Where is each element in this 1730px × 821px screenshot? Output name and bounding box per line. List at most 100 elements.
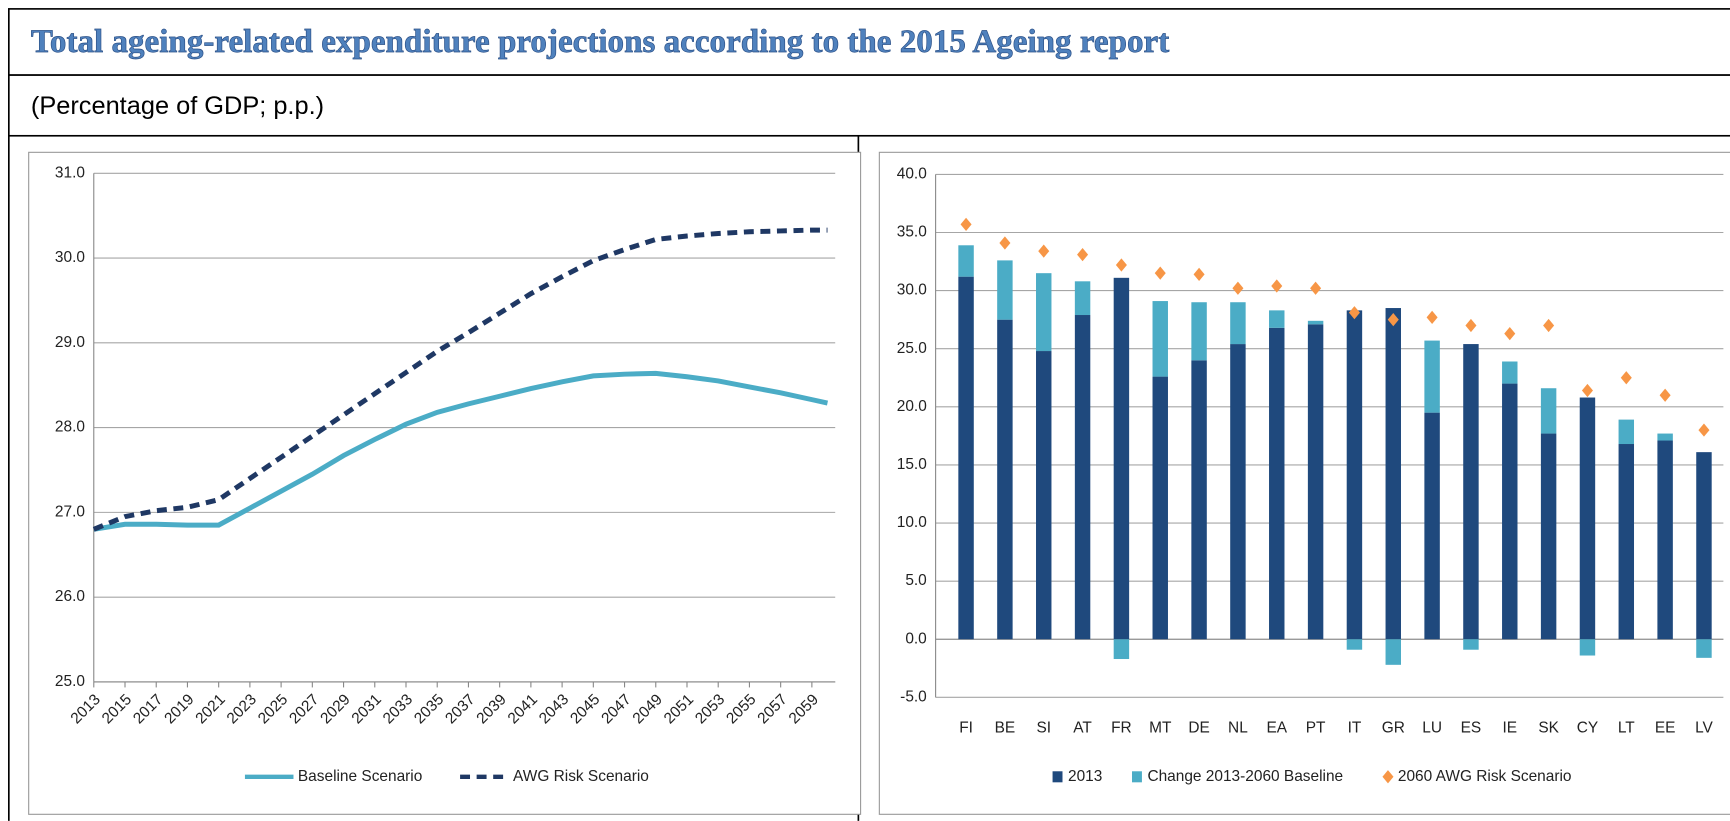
diamond-marker bbox=[999, 236, 1011, 250]
y-tick-label: -5.0 bbox=[900, 688, 927, 705]
x-tick-label: LU bbox=[1422, 719, 1442, 736]
bar bbox=[1540, 388, 1557, 434]
x-tick-label: IE bbox=[1502, 719, 1517, 736]
x-tick-label: LV bbox=[1695, 719, 1713, 736]
bar bbox=[1074, 315, 1091, 640]
bar bbox=[1113, 277, 1130, 640]
legend-label: Baseline Scenario bbox=[298, 768, 422, 785]
bar bbox=[1618, 444, 1635, 640]
bar bbox=[1346, 639, 1363, 650]
title: Total ageing-related expenditure project… bbox=[31, 24, 1169, 60]
bar bbox=[1036, 351, 1052, 640]
diamond-marker bbox=[1077, 247, 1089, 262]
diamond-marker bbox=[1038, 244, 1050, 258]
title-box bbox=[7, 8, 1730, 76]
y-tick-label: 30.0 bbox=[897, 282, 927, 299]
bar bbox=[997, 319, 1013, 640]
bar bbox=[1113, 639, 1130, 660]
diamond-marker bbox=[1620, 371, 1632, 385]
x-tick-label: EA bbox=[1266, 719, 1287, 736]
x-tick-label: EE bbox=[1655, 719, 1676, 736]
bar bbox=[1618, 419, 1635, 445]
diamond-marker bbox=[1232, 281, 1244, 295]
bar bbox=[1579, 397, 1596, 640]
x-tick-label: MT bbox=[1149, 719, 1172, 736]
bar bbox=[1463, 344, 1479, 640]
y-tick-label: 30.0 bbox=[55, 249, 85, 266]
bar bbox=[1152, 376, 1168, 640]
y-tick-label: 28.0 bbox=[55, 419, 85, 436]
bar bbox=[1696, 452, 1712, 640]
x-tick-label: DE bbox=[1188, 719, 1209, 736]
legend-label: Change 2013-2060 Baseline bbox=[1147, 768, 1343, 785]
bar bbox=[1579, 639, 1596, 656]
bar bbox=[1424, 340, 1440, 413]
x-tick-label: ES bbox=[1461, 719, 1482, 736]
y-tick-label: 10.0 bbox=[897, 514, 927, 531]
legend-label: 2060 AWG Risk Scenario bbox=[1398, 768, 1572, 785]
diamond-marker bbox=[1543, 318, 1555, 333]
bar bbox=[997, 260, 1013, 320]
subtitle: (Percentage of GDP; p.p.) bbox=[31, 92, 324, 120]
bar bbox=[1346, 310, 1363, 640]
diamond-marker bbox=[1504, 326, 1516, 341]
bar bbox=[1074, 281, 1091, 316]
bar bbox=[1152, 301, 1168, 377]
bar bbox=[1191, 360, 1207, 640]
bar bbox=[1269, 310, 1285, 328]
x-tick-label: CY bbox=[1577, 719, 1598, 736]
legend-label: AWG Risk Scenario bbox=[513, 768, 649, 785]
y-tick-label: 15.0 bbox=[897, 456, 927, 473]
bar bbox=[1424, 412, 1440, 640]
legend-swatch bbox=[1132, 771, 1142, 783]
x-tick-label: NL bbox=[1228, 719, 1248, 736]
diamond-marker bbox=[1465, 318, 1477, 333]
y-tick-label: 5.0 bbox=[905, 572, 926, 589]
legend-label: 2013 bbox=[1068, 768, 1102, 785]
line-series bbox=[93, 370, 829, 532]
y-tick-label: 31.0 bbox=[55, 164, 85, 181]
bar bbox=[1269, 327, 1285, 640]
diamond-marker bbox=[1310, 281, 1322, 295]
bar bbox=[1307, 320, 1324, 325]
line-series bbox=[92, 227, 828, 532]
diamond-marker bbox=[1659, 388, 1671, 402]
y-tick-label: 35.0 bbox=[897, 224, 927, 241]
bar bbox=[958, 245, 974, 277]
bar bbox=[1036, 273, 1052, 352]
diamond-marker bbox=[1154, 266, 1166, 280]
legend-swatch bbox=[1052, 771, 1063, 783]
chart-panel bbox=[28, 151, 862, 815]
y-tick-label: 25.0 bbox=[897, 340, 927, 357]
bar bbox=[1463, 639, 1479, 650]
bar bbox=[1191, 302, 1207, 361]
bar bbox=[1230, 302, 1246, 345]
y-tick-label: 40.0 bbox=[897, 165, 927, 182]
x-tick-label: LT bbox=[1618, 719, 1635, 736]
bar bbox=[1657, 440, 1673, 640]
diamond-marker bbox=[960, 217, 972, 231]
x-tick-label: BE bbox=[995, 719, 1016, 736]
bar bbox=[1385, 639, 1401, 665]
x-tick-label: SI bbox=[1036, 719, 1051, 736]
x-tick-label: GR bbox=[1382, 719, 1405, 736]
y-tick-label: 29.0 bbox=[55, 334, 85, 351]
bar bbox=[1385, 308, 1401, 640]
x-tick-label: SK bbox=[1538, 719, 1559, 736]
bar bbox=[1657, 433, 1673, 441]
diamond-marker bbox=[1387, 313, 1399, 327]
x-tick-label: AT bbox=[1073, 719, 1092, 736]
x-tick-label: FI bbox=[959, 719, 973, 736]
bar bbox=[1502, 383, 1518, 640]
diamond-marker bbox=[1271, 279, 1283, 293]
diamond-marker bbox=[1581, 383, 1593, 398]
x-tick-label: FR bbox=[1111, 719, 1132, 736]
legend-swatch bbox=[1382, 770, 1394, 784]
x-tick-label: IT bbox=[1348, 719, 1362, 736]
subtitle-box bbox=[7, 74, 1730, 137]
y-tick-label: 0.0 bbox=[905, 630, 926, 647]
bar bbox=[1307, 324, 1324, 640]
diamond-marker bbox=[1698, 423, 1710, 437]
bar bbox=[958, 276, 974, 640]
